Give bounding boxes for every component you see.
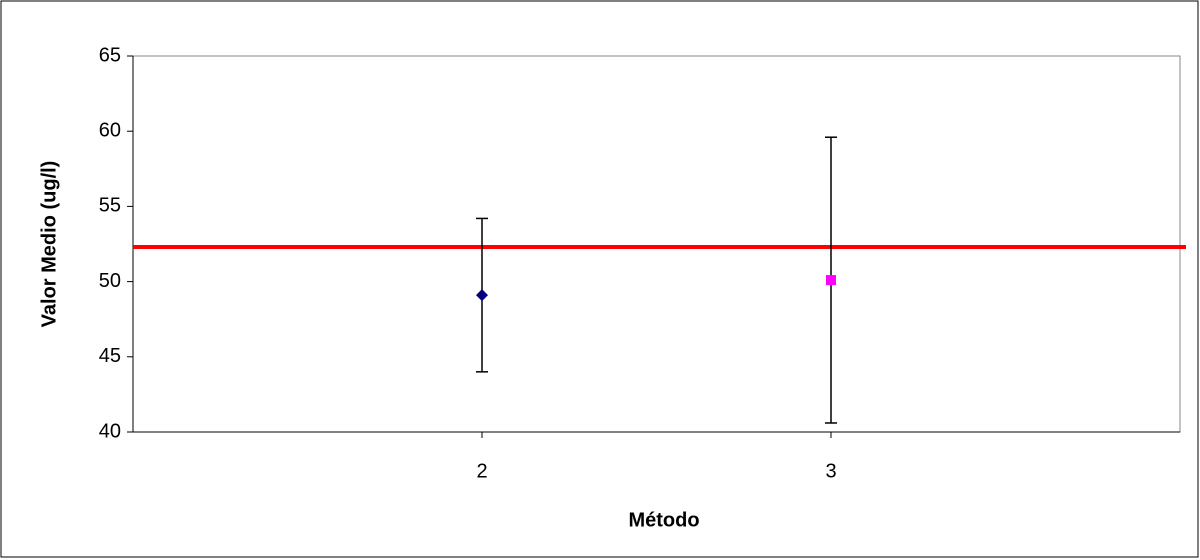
y-tick-label: 65 xyxy=(99,44,121,66)
y-tick-label: 55 xyxy=(99,195,121,217)
y-tick-label: 60 xyxy=(99,119,121,141)
y-tick-label: 40 xyxy=(99,420,121,442)
point xyxy=(826,275,836,286)
y-tick-label: 45 xyxy=(99,345,121,367)
x-axis-title: Método xyxy=(628,509,699,531)
point xyxy=(476,289,488,302)
y-axis-title: Valor Medio (ug/l) xyxy=(38,161,60,328)
x-tick-label: 3 xyxy=(825,460,836,482)
x-tick-label: 2 xyxy=(476,460,487,482)
y-tick-label: 50 xyxy=(99,270,121,292)
